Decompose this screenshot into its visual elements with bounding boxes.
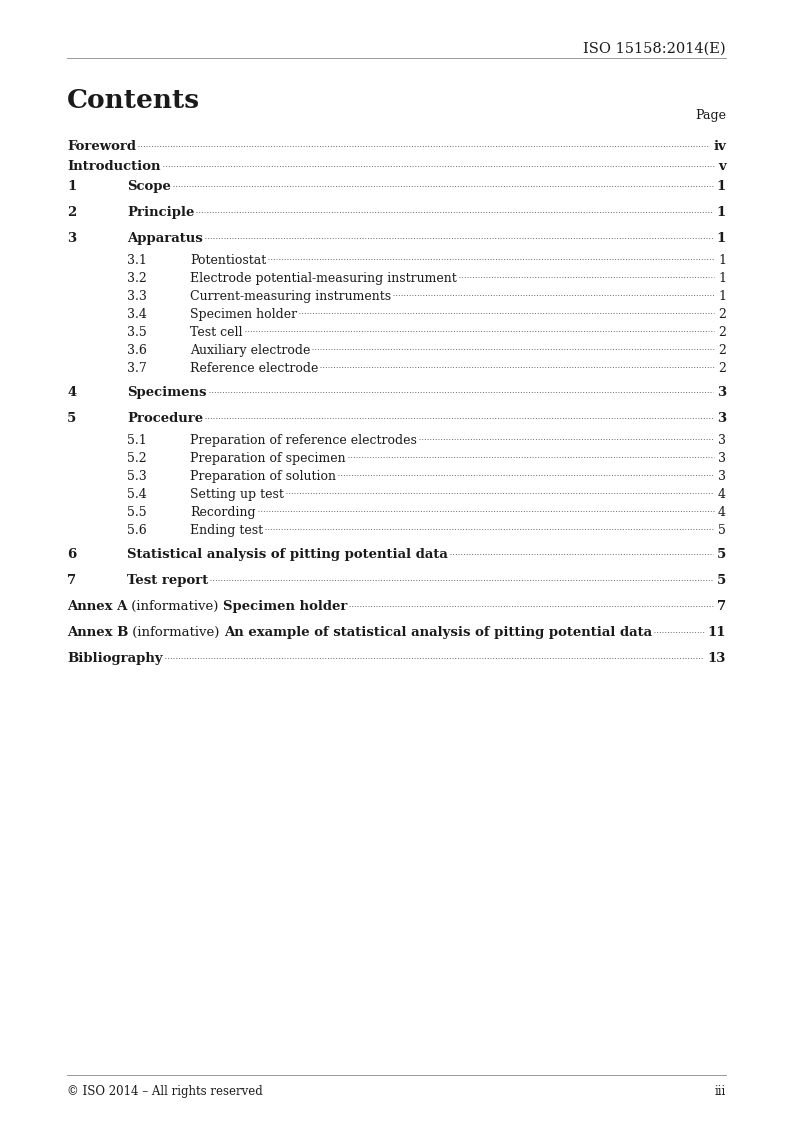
Text: Procedure: Procedure	[127, 412, 203, 425]
Text: 1: 1	[717, 232, 726, 245]
Text: 5: 5	[717, 574, 726, 587]
Text: 3.5: 3.5	[127, 327, 147, 339]
Text: Test report: Test report	[127, 574, 209, 587]
Text: Ending test: Ending test	[190, 524, 263, 537]
Text: 5.4: 5.4	[127, 488, 147, 502]
Text: (informative): (informative)	[128, 626, 224, 640]
Text: 6: 6	[67, 548, 76, 561]
Text: 1: 1	[718, 254, 726, 267]
Text: ISO 15158:2014(E): ISO 15158:2014(E)	[584, 42, 726, 56]
Text: 3: 3	[718, 434, 726, 447]
Text: Apparatus: Apparatus	[127, 232, 203, 245]
Text: 2: 2	[718, 309, 726, 321]
Text: 3.3: 3.3	[127, 289, 147, 303]
Text: 7: 7	[67, 574, 76, 587]
Text: Preparation of solution: Preparation of solution	[190, 470, 336, 482]
Text: 3: 3	[67, 232, 76, 245]
Text: v: v	[718, 160, 726, 173]
Text: 1: 1	[717, 206, 726, 219]
Text: 3.1: 3.1	[127, 254, 147, 267]
Text: 7: 7	[717, 600, 726, 613]
Text: Annex A: Annex A	[67, 600, 128, 613]
Text: iv: iv	[713, 140, 726, 153]
Text: 5: 5	[67, 412, 76, 425]
Text: 2: 2	[718, 344, 726, 357]
Text: 4: 4	[67, 386, 76, 399]
Text: 13: 13	[707, 652, 726, 665]
Text: 2: 2	[718, 362, 726, 375]
Text: 3.6: 3.6	[127, 344, 147, 357]
Text: 11: 11	[707, 626, 726, 640]
Text: 5: 5	[717, 548, 726, 561]
Text: Statistical analysis of pitting potential data: Statistical analysis of pitting potentia…	[127, 548, 448, 561]
Text: 5: 5	[718, 524, 726, 537]
Text: 3.4: 3.4	[127, 309, 147, 321]
Text: Contents: Contents	[67, 88, 200, 113]
Text: Setting up test: Setting up test	[190, 488, 284, 502]
Text: Auxiliary electrode: Auxiliary electrode	[190, 344, 310, 357]
Text: 5.5: 5.5	[127, 506, 147, 519]
Text: (informative): (informative)	[128, 600, 223, 613]
Text: 1: 1	[718, 272, 726, 285]
Text: Specimen holder: Specimen holder	[223, 600, 347, 613]
Text: 3.2: 3.2	[127, 272, 147, 285]
Text: Introduction: Introduction	[67, 160, 160, 173]
Text: 1: 1	[717, 180, 726, 193]
Text: Annex B: Annex B	[67, 626, 128, 640]
Text: Preparation of specimen: Preparation of specimen	[190, 452, 346, 465]
Text: 3: 3	[717, 386, 726, 399]
Text: 1: 1	[67, 180, 76, 193]
Text: 4: 4	[718, 488, 726, 502]
Text: 1: 1	[718, 289, 726, 303]
Text: Potentiostat: Potentiostat	[190, 254, 266, 267]
Text: 3.7: 3.7	[127, 362, 147, 375]
Text: 5.6: 5.6	[127, 524, 147, 537]
Text: 5.2: 5.2	[127, 452, 147, 465]
Text: An example of statistical analysis of pitting potential data: An example of statistical analysis of pi…	[224, 626, 652, 640]
Text: Foreword: Foreword	[67, 140, 136, 153]
Text: Specimens: Specimens	[127, 386, 206, 399]
Text: 3: 3	[717, 412, 726, 425]
Text: Preparation of reference electrodes: Preparation of reference electrodes	[190, 434, 417, 447]
Text: Bibliography: Bibliography	[67, 652, 163, 665]
Text: 5.3: 5.3	[127, 470, 147, 482]
Text: 2: 2	[67, 206, 76, 219]
Text: 3: 3	[718, 470, 726, 482]
Text: Page: Page	[695, 109, 726, 122]
Text: 5.1: 5.1	[127, 434, 147, 447]
Text: Recording: Recording	[190, 506, 255, 519]
Text: Reference electrode: Reference electrode	[190, 362, 318, 375]
Text: Specimen holder: Specimen holder	[190, 309, 297, 321]
Text: Test cell: Test cell	[190, 327, 243, 339]
Text: Electrode potential-measuring instrument: Electrode potential-measuring instrument	[190, 272, 457, 285]
Text: © ISO 2014 – All rights reserved: © ISO 2014 – All rights reserved	[67, 1085, 262, 1098]
Text: Current-measuring instruments: Current-measuring instruments	[190, 289, 391, 303]
Text: 2: 2	[718, 327, 726, 339]
Text: 4: 4	[718, 506, 726, 519]
Text: iii: iii	[714, 1085, 726, 1098]
Text: 3: 3	[718, 452, 726, 465]
Text: Principle: Principle	[127, 206, 194, 219]
Text: Scope: Scope	[127, 180, 170, 193]
